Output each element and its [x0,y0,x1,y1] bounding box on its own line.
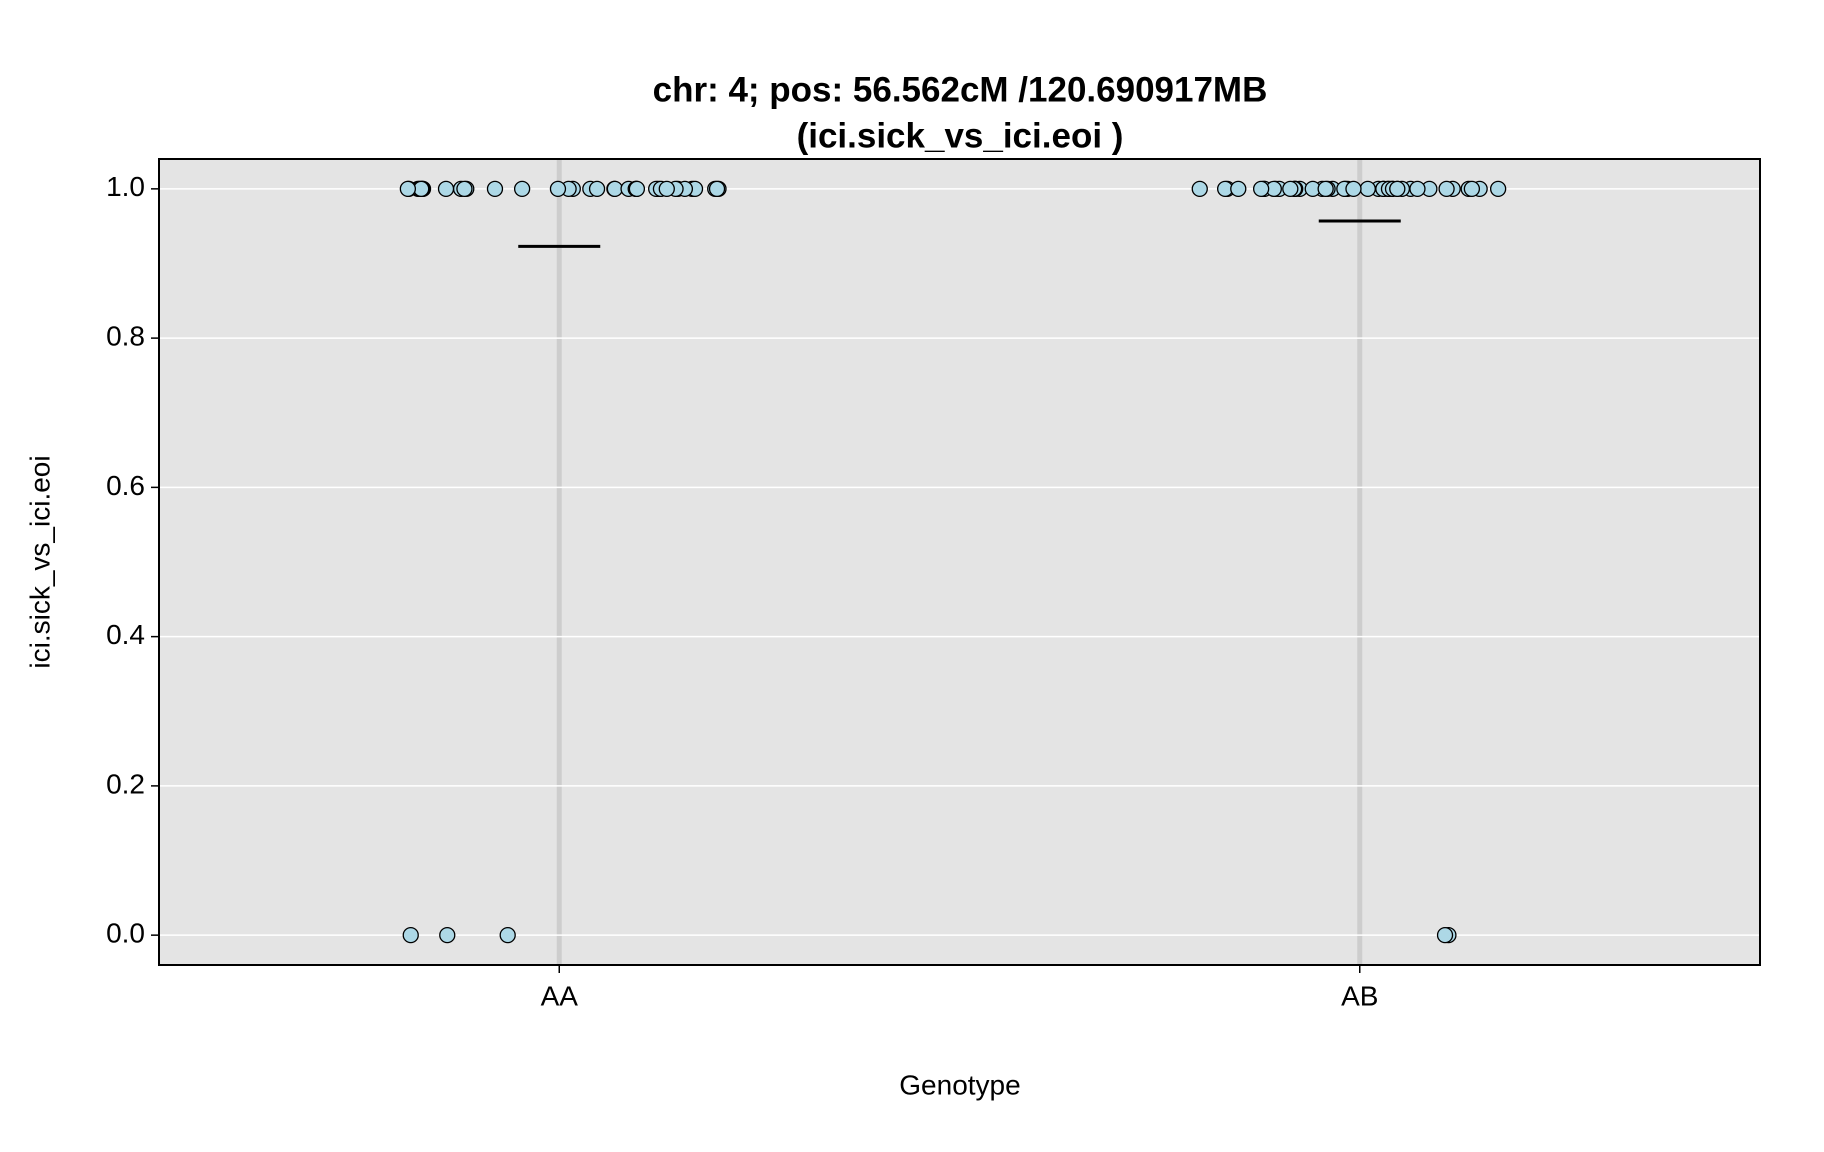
point [499,926,516,944]
y-tick-label: 0.4 [106,619,145,650]
x-tick-label: AB [1341,980,1378,1011]
point [439,926,456,944]
y-tick-label: 0.8 [106,321,145,352]
point [1438,180,1455,198]
point [1317,180,1334,198]
plot-background [159,159,1760,965]
chart-title: chr: 4; pos: 56.562cM /120.690917MB [653,70,1268,109]
y-tick-label: 1.0 [106,171,145,202]
point [708,180,726,198]
point [588,180,606,198]
y-tick-label: 0.2 [106,768,145,799]
x-axis-label: Genotype [899,1069,1020,1100]
y-axis-label: ici.sick_vs_ici.eoi [24,455,55,668]
point [1282,180,1299,198]
point [549,180,567,198]
plot-border [158,158,1761,966]
point [1345,180,1362,198]
point [1436,926,1454,944]
point [1463,180,1481,198]
point [513,180,531,198]
point [402,926,419,944]
x-tick-label: AA [541,980,579,1011]
point [399,180,417,198]
point [628,180,646,198]
point [1230,180,1247,198]
y-tick-label: 0.0 [106,918,145,949]
point [1252,180,1270,198]
point [1409,180,1426,198]
point [1359,180,1376,198]
point [1489,180,1507,198]
chart-subtitle: (ici.sick_vs_ici.eoi ) [797,116,1124,155]
point [456,180,473,198]
point [606,180,624,198]
point [1191,180,1208,198]
point [486,180,504,198]
point [658,180,675,198]
y-tick-label: 0.6 [106,470,145,501]
point [1389,180,1406,198]
point [437,180,455,198]
